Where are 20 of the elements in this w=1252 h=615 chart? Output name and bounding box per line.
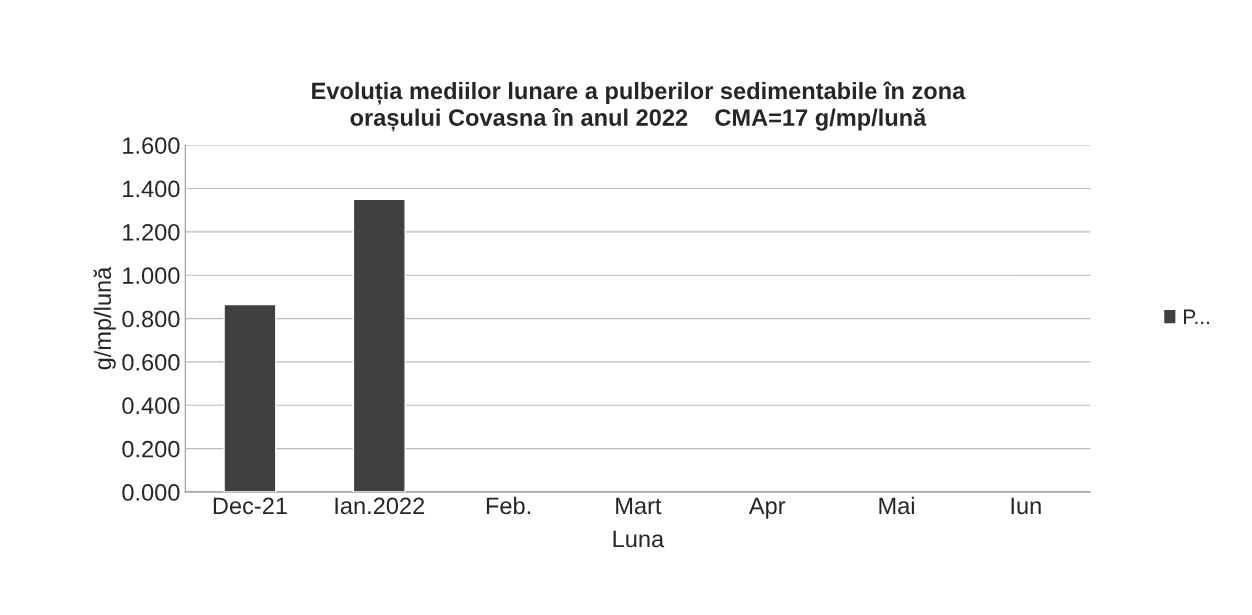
y-tick-label: 1.600 <box>123 137 180 154</box>
x-tick-label: Mai <box>879 496 914 515</box>
y-tick-label: 0.800 <box>122 310 180 328</box>
chart-title: Evoluția mediilor lunare a pulberilor sedimentabile în zona orașului Covasna în anul 2022 CMA=17 g/mp/lună <box>312 81 966 132</box>
x-tick-label: Dec-21 <box>213 497 287 515</box>
x-tick-label: Iun <box>1011 497 1041 515</box>
y-tick-label: 1.000 <box>123 267 180 284</box>
x-tick-label: Feb. <box>486 496 531 515</box>
y-tick-label: 0.200 <box>122 440 180 458</box>
y-tick-label: 1.200 <box>123 223 180 241</box>
x-tick-label: Apr <box>748 497 786 519</box>
x-tick-label: Ian.2022 <box>335 497 425 515</box>
x-tick-label: Mart <box>616 497 662 515</box>
x-axis-title: Luna <box>613 530 665 548</box>
legend-label: P... <box>1184 309 1209 324</box>
y-axis-title: g/mp/lună <box>93 266 116 370</box>
y-tick-label: 0.600 <box>122 354 180 371</box>
y-tick-label: 0.000 <box>122 484 180 501</box>
y-tick-label: 0.400 <box>122 397 180 415</box>
y-tick-label: 1.400 <box>123 180 180 198</box>
